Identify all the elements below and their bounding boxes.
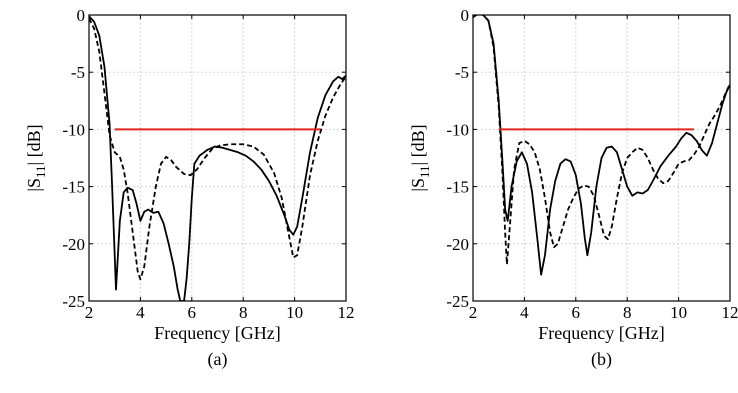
plot-frame-b bbox=[472, 14, 731, 302]
x-axis-label-b: Frequency [GHz] bbox=[538, 323, 664, 343]
x-tick-label: 2 bbox=[85, 303, 94, 322]
y-axis-label-sub-b: 11 bbox=[417, 165, 432, 178]
x-tick-label: 8 bbox=[623, 303, 632, 322]
y-tick-label: -10 bbox=[62, 120, 85, 139]
x-tick-label: 10 bbox=[286, 303, 303, 322]
y-tick-label: -20 bbox=[62, 235, 85, 254]
y-axis-label-tail-b: | [dB] bbox=[408, 124, 428, 165]
x-tick-label: 6 bbox=[188, 303, 197, 322]
x-tick-label: 4 bbox=[136, 303, 145, 322]
grid-a bbox=[89, 15, 346, 301]
y-tick-label: -5 bbox=[455, 63, 469, 82]
ticks-b bbox=[472, 14, 731, 302]
x-tick-label: 12 bbox=[338, 303, 355, 322]
x-tick-label: 4 bbox=[520, 303, 529, 322]
chart-panel-b: 2 4 6 8 10 120-5-10-15-20-25 Frequency [GHz] … bbox=[408, 6, 738, 370]
y-tick-label: 0 bbox=[77, 6, 86, 25]
tick-labels-a: 2 4 6 8 10 12 0 -5 -10 -15 -20 -25 bbox=[62, 6, 354, 322]
solid-series-line bbox=[473, 15, 730, 276]
y-tick-label: -15 bbox=[446, 178, 469, 197]
x-tick-label: 8 bbox=[239, 303, 248, 322]
x-axis-label-a: Frequency [GHz] bbox=[154, 323, 280, 343]
chart-panel-a: 2 4 6 8 10 120-5-10-15-20-25 Frequency [GHz] … bbox=[24, 6, 355, 370]
x-tick-label: 12 bbox=[722, 303, 738, 322]
dashed-series-line bbox=[89, 18, 346, 281]
solid-series-line bbox=[89, 15, 346, 301]
y-tick-label: -15 bbox=[62, 178, 85, 197]
panel-label-a: (a) bbox=[208, 349, 228, 370]
y-axis-label-main-a: |S bbox=[24, 178, 44, 192]
ticks-a bbox=[88, 14, 347, 302]
plot-frame-a bbox=[88, 14, 347, 302]
dashed-series-line bbox=[473, 15, 730, 266]
y-tick-label: 0 bbox=[461, 6, 470, 25]
y-tick-label: -20 bbox=[446, 235, 469, 254]
y-axis-label-b: |S11| [dB] bbox=[408, 124, 432, 191]
series-layer-a bbox=[89, 15, 346, 301]
y-tick-label: -10 bbox=[446, 120, 469, 139]
y-tick-label: -25 bbox=[446, 292, 469, 311]
x-tick-label: 10 bbox=[670, 303, 687, 322]
tick-labels-b: 2 4 6 8 10 12 0 -5 -10 -15 -20 -25 bbox=[446, 6, 738, 322]
y-tick-label: -25 bbox=[62, 292, 85, 311]
y-axis-label-a: |S11| [dB] bbox=[24, 124, 48, 191]
x-tick-label: 6 bbox=[572, 303, 581, 322]
series-layer-b bbox=[473, 15, 730, 276]
y-axis-label-sub-a: 11 bbox=[33, 165, 48, 178]
panel-label-b: (b) bbox=[591, 349, 612, 370]
y-axis-label-tail-a: | [dB] bbox=[24, 124, 44, 165]
x-tick-label: 2 bbox=[469, 303, 478, 322]
y-axis-label-main-b: |S bbox=[408, 178, 428, 192]
y-tick-label: -5 bbox=[71, 63, 85, 82]
